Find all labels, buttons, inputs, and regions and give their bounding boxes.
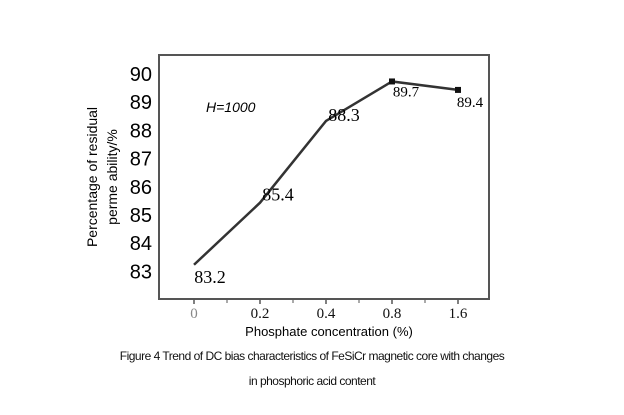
figure-caption-line1: Figure 4 Trend of DC bias characteristic… <box>119 349 505 363</box>
x-tick-label: 0.2 <box>251 306 270 322</box>
data-label: 85.4 <box>262 185 294 205</box>
x-tick-label: 0.4 <box>317 306 336 322</box>
figure-caption-line2: in phosphoric acid content <box>248 374 376 388</box>
data-point <box>455 86 461 93</box>
y-tick-label: 84 <box>130 233 152 255</box>
y-axis-label-line2: perme ability/% <box>104 129 120 225</box>
y-axis-label-line1: Percentage of residual <box>84 107 100 247</box>
data-label: 88.3 <box>328 105 360 125</box>
y-tick-label: 85 <box>130 205 152 227</box>
data-label: 89.7 <box>393 84 420 100</box>
data-point <box>389 78 395 85</box>
y-tick-label: 90 <box>130 64 152 86</box>
y-tick-label: 89 <box>130 92 152 114</box>
plot-frame <box>158 54 490 300</box>
data-label: 89.4 <box>457 95 484 111</box>
x-tick-label: 0.8 <box>383 306 402 322</box>
annotation-h: H=1000 <box>206 99 256 115</box>
data-label: 83.2 <box>194 267 226 287</box>
x-tick-label: 0 <box>190 306 198 322</box>
x-axis-label: Phosphate concentration (%) <box>245 324 413 339</box>
y-tick-label: 86 <box>130 177 152 199</box>
series-line <box>193 80 459 266</box>
y-tick-label: 87 <box>130 149 152 171</box>
y-tick-label: 88 <box>130 120 152 142</box>
x-tick-label: 1.6 <box>449 306 468 322</box>
y-tick-label: 83 <box>130 261 152 283</box>
